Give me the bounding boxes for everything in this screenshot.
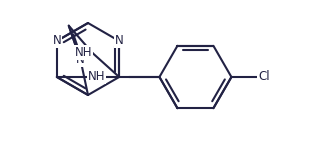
Text: NH: NH [88,71,105,84]
Text: N: N [115,34,124,48]
Text: N: N [52,34,61,48]
Text: Cl: Cl [258,71,270,84]
Text: NH: NH [75,46,92,59]
Text: N: N [76,53,85,66]
